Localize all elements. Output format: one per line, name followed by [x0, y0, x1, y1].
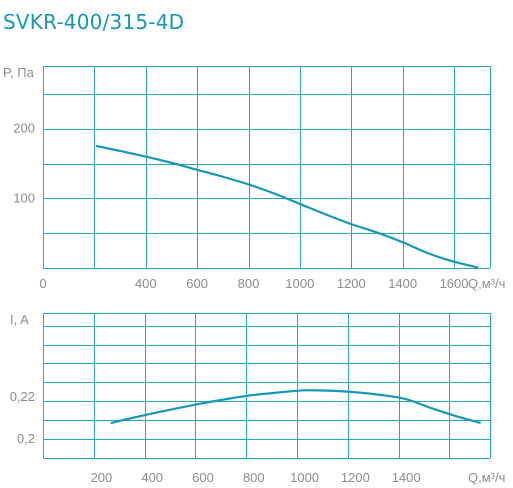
x-tick-label: 1000: [285, 276, 314, 291]
y-axis-label: I, A: [10, 312, 29, 327]
x-tick-label: 400: [135, 276, 157, 291]
y-tick-label: 0,2: [17, 431, 35, 446]
x-tick-label: 1200: [341, 470, 370, 485]
x-tick-label: 200: [91, 470, 113, 485]
x-tick-label: 0: [39, 276, 46, 291]
x-tick-label: 1200: [337, 276, 366, 291]
y-axis-label: P, Па: [3, 65, 35, 80]
pressure-chart: 100 200 0 400 600 800 1000 1200 1400 1600 P, Па Q,м…: [3, 65, 505, 291]
y-tick-label: 0,22: [10, 389, 35, 404]
x-tick-label: 600: [192, 470, 214, 485]
y-tick-label: 100: [13, 190, 35, 205]
x-tick-label: 1400: [388, 276, 417, 291]
chart-title: SVKR-400/315-4D: [3, 10, 185, 34]
x-tick-label: 400: [141, 470, 163, 485]
x-axis-label: Q,м³/ч: [468, 470, 505, 485]
x-tick-label: 800: [243, 470, 265, 485]
x-tick-label: 1400: [392, 470, 421, 485]
x-tick-label: 1600: [440, 276, 469, 291]
x-tick-label: 600: [186, 276, 208, 291]
x-tick-label: 800: [238, 276, 260, 291]
pressure-curve: [95, 145, 479, 269]
x-tick-label: 1000: [290, 470, 319, 485]
current-curve: [110, 389, 481, 425]
x-axis-label: Q,м³/ч: [468, 276, 505, 291]
current-chart: 0,2 0,22 200 400 600 800 1000 1200 1400 I, A Q,м³/…: [10, 312, 506, 485]
y-tick-label: 200: [13, 121, 35, 136]
